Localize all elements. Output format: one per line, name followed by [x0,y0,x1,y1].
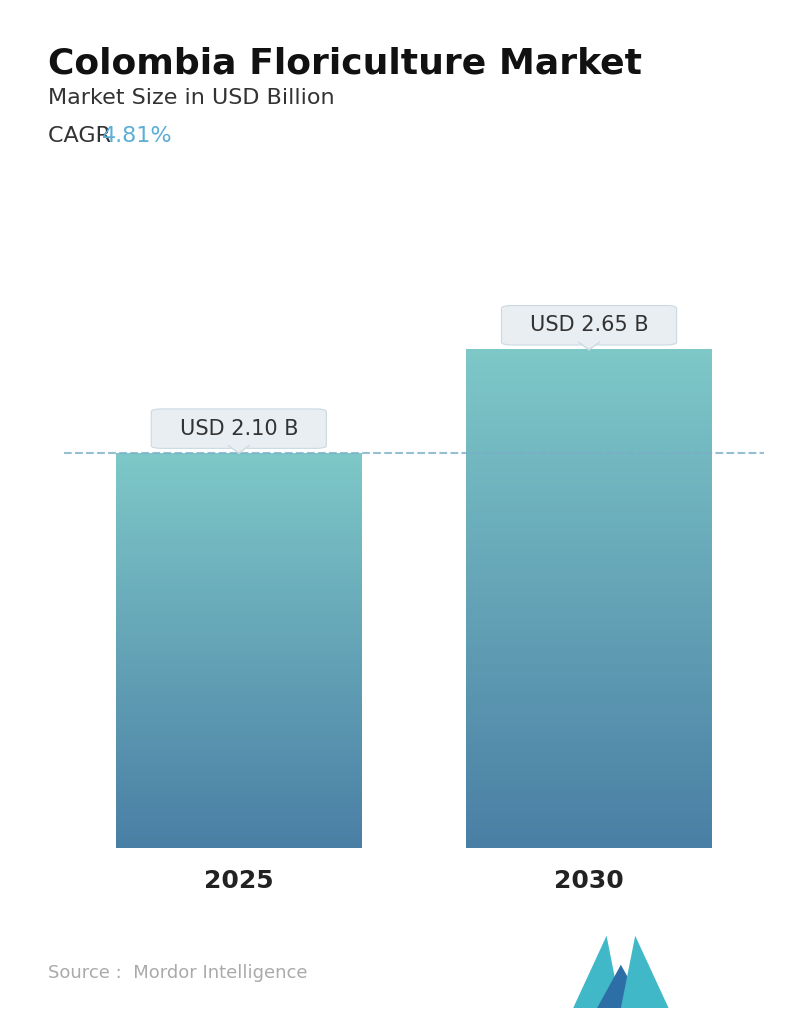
Text: Market Size in USD Billion: Market Size in USD Billion [48,88,334,108]
FancyBboxPatch shape [151,408,326,449]
Text: CAGR: CAGR [48,126,118,146]
Polygon shape [597,965,645,1008]
Polygon shape [621,936,669,1008]
FancyBboxPatch shape [501,305,677,345]
Text: USD 2.65 B: USD 2.65 B [529,315,649,335]
Polygon shape [579,342,599,349]
Polygon shape [573,936,621,1008]
Text: 4.81%: 4.81% [102,126,173,146]
Text: Colombia Floriculture Market: Colombia Floriculture Market [48,47,642,81]
Text: USD 2.10 B: USD 2.10 B [180,419,298,438]
Text: Source :  Mordor Intelligence: Source : Mordor Intelligence [48,965,307,982]
Polygon shape [228,446,249,453]
